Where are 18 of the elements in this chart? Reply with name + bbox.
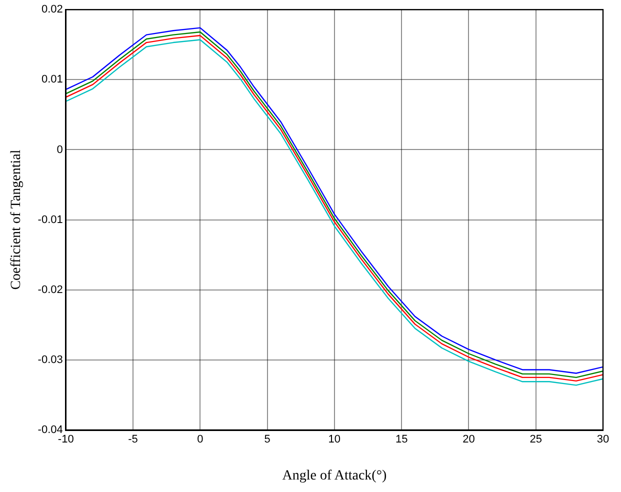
y-tick-label: 0.02 [41,4,63,16]
x-tick-label: 20 [462,434,475,446]
x-tick-label: -10 [58,434,74,446]
x-tick-label: 15 [395,434,408,446]
x-tick-label: -5 [128,434,138,446]
y-tick-label: 0.01 [41,74,63,86]
y-tick-label: -0.01 [38,214,63,226]
x-tick-label: 0 [197,434,204,446]
y-tick-label: -0.02 [38,284,63,296]
y-tick-label: -0.03 [38,354,63,366]
x-tick-label: 5 [264,434,270,446]
x-axis-title: Angle of Attack(°) [282,468,387,484]
x-tick-label: 25 [530,434,542,446]
y-tick-label: -0.04 [38,424,63,436]
x-tick-label: 10 [328,434,341,446]
y-tick-label: 0 [56,144,63,156]
y-axis-title: Coefficient of Tangential [9,150,24,290]
x-tick-label: 30 [596,434,610,446]
